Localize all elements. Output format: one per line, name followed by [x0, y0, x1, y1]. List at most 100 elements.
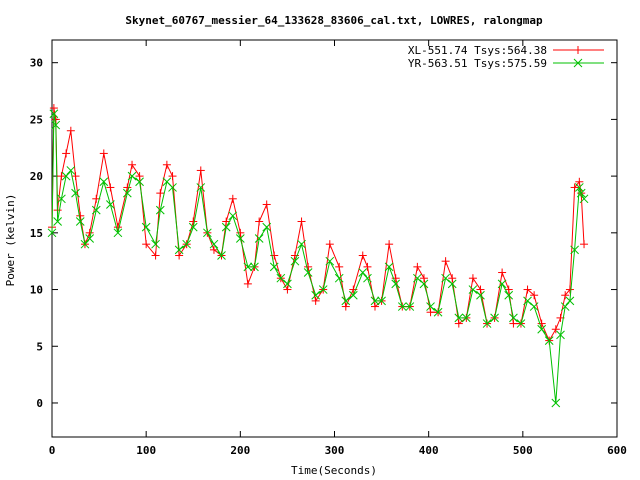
plus-marker	[66, 126, 75, 135]
plus-marker	[454, 319, 463, 328]
plus-marker	[128, 160, 137, 169]
plus-marker	[561, 291, 570, 300]
cross-marker	[560, 302, 570, 311]
plus-marker	[504, 285, 513, 294]
plus-marker	[62, 149, 71, 158]
cross-marker	[243, 262, 253, 272]
cross-marker	[51, 120, 61, 130]
cross-marker	[303, 268, 313, 277]
cross-marker	[235, 234, 245, 243]
plus-marker	[151, 251, 160, 260]
cross-marker	[509, 313, 518, 323]
cross-marker	[250, 262, 259, 272]
plus-marker	[156, 189, 165, 198]
cross-marker	[576, 188, 586, 198]
series-line	[51, 108, 585, 342]
plus-marker	[228, 194, 237, 203]
cross-marker	[405, 302, 415, 311]
cross-marker	[419, 279, 429, 289]
y-tick-label: 5	[36, 340, 43, 353]
series-xl	[48, 104, 589, 345]
cross-marker	[447, 279, 457, 289]
plus-marker	[113, 223, 122, 232]
plus-marker	[419, 274, 428, 283]
plus-marker	[498, 268, 507, 277]
cross-marker	[254, 234, 264, 243]
cross-marker	[490, 313, 499, 323]
cross-marker	[348, 290, 358, 300]
x-axis-label: Time(Seconds)	[291, 464, 377, 477]
cross-marker	[377, 296, 386, 306]
x-tick-label: 100	[136, 444, 156, 457]
axis-ticks: 0 100 200 300 400 500 600 0 5 10 15 20 25 30	[30, 40, 627, 457]
cross-marker	[363, 273, 372, 283]
plus-marker	[168, 172, 177, 181]
x-tick-label: 0	[49, 444, 56, 457]
plus-marker	[311, 296, 320, 305]
cross-marker	[476, 290, 485, 300]
cross-marker	[85, 234, 95, 243]
y-tick-label: 20	[30, 170, 43, 183]
y-axis-label: Power (kelvin)	[4, 194, 17, 287]
plus-marker	[49, 104, 58, 113]
series-line	[51, 113, 585, 404]
cross-marker	[66, 166, 76, 175]
cross-marker	[168, 183, 177, 192]
cross-marker	[574, 183, 584, 192]
cross-marker	[182, 239, 192, 249]
plus-marker	[537, 319, 546, 328]
cross-marker	[196, 183, 206, 192]
plus-marker	[236, 228, 245, 237]
plus-marker	[358, 251, 367, 260]
plus-marker	[551, 325, 560, 334]
plus-marker	[448, 274, 457, 283]
plus-marker	[255, 217, 264, 226]
cross-marker	[325, 256, 335, 266]
plus-marker	[325, 240, 334, 249]
plus-marker	[335, 262, 344, 271]
cross-marker	[384, 262, 394, 272]
cross-marker	[80, 239, 90, 249]
plus-marker	[385, 240, 394, 249]
plus-marker	[135, 172, 144, 181]
cross-marker	[57, 194, 66, 204]
plus-marker	[57, 172, 66, 181]
cross-marker	[71, 188, 80, 198]
cross-marker	[99, 177, 109, 187]
cross-marker	[579, 194, 589, 204]
plus-marker	[341, 302, 350, 311]
y-tick-label: 0	[36, 397, 43, 410]
plus-marker	[175, 251, 184, 260]
plus-marker	[196, 166, 205, 175]
cross-marker	[75, 217, 85, 226]
x-tick-label: 400	[419, 444, 439, 457]
plus-marker	[222, 217, 231, 226]
cross-marker	[523, 296, 532, 306]
plus-marker	[476, 285, 485, 294]
plus-marker	[570, 183, 579, 192]
cross-marker	[441, 273, 450, 283]
series-yr	[47, 109, 589, 408]
cross-marker	[106, 200, 115, 209]
cross-marker	[228, 211, 238, 221]
cross-marker	[122, 188, 132, 198]
plus-marker	[530, 291, 539, 300]
plus-marker	[209, 245, 218, 254]
plus-marker	[523, 285, 532, 294]
cross-marker	[311, 290, 321, 300]
cross-marker	[433, 307, 443, 317]
cross-marker	[461, 313, 471, 323]
y-tick-label: 15	[30, 227, 43, 240]
x-tick-label: 200	[230, 444, 250, 457]
plus-marker	[363, 262, 372, 271]
cross-marker	[155, 205, 165, 215]
cross-marker	[468, 285, 478, 294]
cross-marker	[283, 279, 292, 289]
cross-marker	[537, 324, 547, 334]
cross-marker	[334, 273, 344, 283]
legend-label: YR-563.51 Tsys:575.59	[408, 57, 547, 70]
plus-marker	[71, 172, 80, 181]
plus-marker	[262, 200, 271, 209]
